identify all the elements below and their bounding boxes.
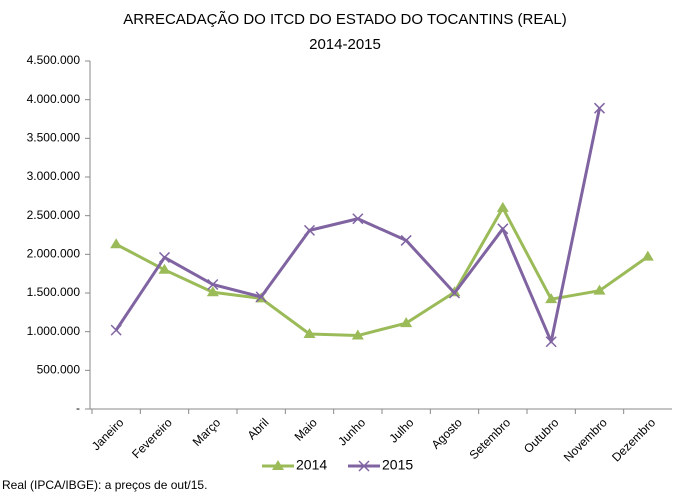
x-tick-label: Junho xyxy=(335,415,368,448)
y-tick-label: - xyxy=(76,401,80,415)
legend-label: 2014 xyxy=(296,457,327,473)
series-line xyxy=(114,107,601,344)
y-tick-label: 3.500.000 xyxy=(27,131,81,145)
chart-title: ARRECADAÇÃO DO ITCD DO ESTADO DO TOCANTI… xyxy=(123,11,566,28)
x-tick-label: Outubro xyxy=(521,415,562,456)
point-marker xyxy=(545,293,558,304)
x-tick-label: Fevereiro xyxy=(129,415,175,461)
source-note: Real (IPCA/IBGE): a preços de out/15. xyxy=(2,478,207,492)
y-tick-label: 1.500.000 xyxy=(27,285,81,299)
point-marker xyxy=(351,329,364,340)
y-tick-label: 4.000.000 xyxy=(27,92,81,106)
point-marker xyxy=(158,263,171,274)
point-marker xyxy=(110,324,122,336)
x-tick-label: Julho xyxy=(386,415,416,445)
point-marker xyxy=(496,201,509,212)
legend-marker xyxy=(272,460,284,470)
point-marker xyxy=(207,278,219,291)
point-marker xyxy=(255,291,267,303)
y-tick-label: 2.000.000 xyxy=(27,247,81,261)
series-line xyxy=(115,206,649,338)
point-marker xyxy=(641,250,654,261)
point-marker xyxy=(303,224,316,236)
x-tick-label: Maio xyxy=(292,415,321,444)
x-tick-label: Abril xyxy=(245,415,272,442)
chart-subtitle: 2014-2015 xyxy=(309,36,381,53)
x-tick-label: Dezembro xyxy=(609,415,658,464)
y-tick-label: 4.500.000 xyxy=(27,53,81,67)
x-tick-label: Março xyxy=(190,415,224,449)
y-tick-label: 500.000 xyxy=(37,363,81,377)
x-tick-label: Setembro xyxy=(467,415,514,462)
legend-label: 2015 xyxy=(382,457,413,473)
point-marker xyxy=(497,223,509,235)
point-marker xyxy=(303,327,316,338)
point-marker xyxy=(158,251,171,263)
x-tick-label: Novembro xyxy=(561,415,610,464)
x-tick-label: Janeiro xyxy=(89,415,127,453)
point-marker xyxy=(206,286,219,297)
point-marker xyxy=(352,213,364,225)
legend-marker xyxy=(358,460,370,472)
point-marker xyxy=(400,234,412,246)
point-marker xyxy=(110,238,123,249)
y-tick-label: 2.500.000 xyxy=(27,208,81,222)
x-tick-label: Agosto xyxy=(429,415,466,452)
point-marker xyxy=(545,336,557,348)
point-marker xyxy=(400,317,413,328)
legend-item: 2014 xyxy=(262,457,327,473)
legend-item: 2015 xyxy=(348,457,413,473)
y-tick-label: 3.000.000 xyxy=(27,169,81,183)
point-marker xyxy=(593,284,606,295)
y-tick-label: 1.000.000 xyxy=(27,324,81,338)
point-marker xyxy=(593,102,606,114)
point-marker xyxy=(448,287,461,299)
